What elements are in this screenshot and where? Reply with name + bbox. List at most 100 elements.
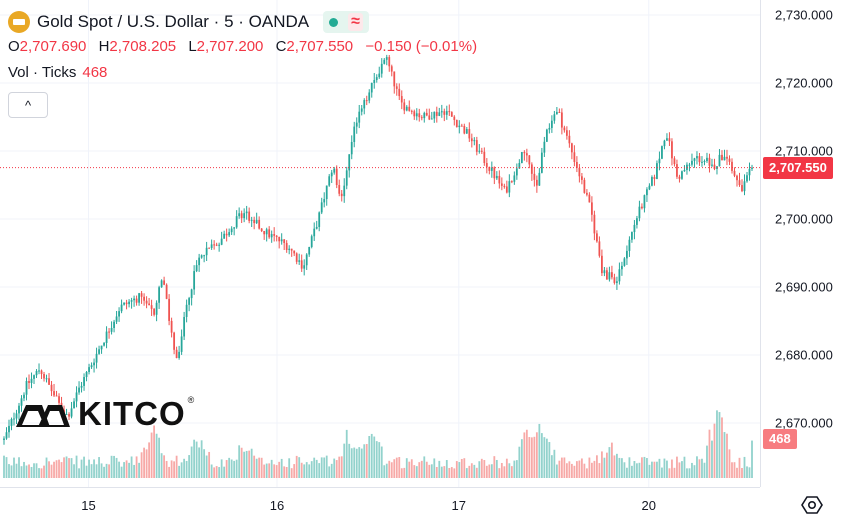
candle-body <box>3 438 5 440</box>
price-tick-label: 2,710.000 <box>775 143 833 159</box>
collapse-legend-button[interactable]: ^ <box>8 92 48 118</box>
time-axis[interactable]: 15 16 17 20 <box>0 487 760 522</box>
volume-bar <box>215 466 218 478</box>
candle-body <box>468 129 471 139</box>
volume-value: 468 <box>82 64 108 81</box>
candle-body <box>18 405 20 414</box>
candle-body <box>108 331 110 333</box>
candle-body <box>228 232 231 236</box>
symbol-title[interactable]: Gold Spot / U.S. Dollar · 5 · OANDA <box>37 12 310 31</box>
candle-body <box>205 247 208 256</box>
candle-body <box>233 227 236 229</box>
volume-bar <box>88 459 90 478</box>
volume-bar <box>728 449 731 478</box>
candlestick-chart[interactable] <box>0 0 760 487</box>
last-price-tag: 2,707.550 <box>763 156 833 179</box>
volume-bar <box>668 468 671 478</box>
candle-body <box>701 161 703 163</box>
candle-body <box>25 381 28 395</box>
volume-bar <box>190 446 193 478</box>
volume-bar <box>528 437 531 478</box>
volume-bar <box>153 425 156 478</box>
candle-body <box>570 143 573 153</box>
volume-bar <box>423 456 426 478</box>
volume-bar <box>741 467 743 478</box>
volume-bar <box>410 459 413 478</box>
volume-bar <box>475 467 478 478</box>
candle-body <box>133 298 135 301</box>
volume-bar <box>726 433 728 478</box>
symbol-title-row[interactable]: Gold Spot / U.S. Dollar · 5 · OANDA ≈ <box>8 10 485 34</box>
candle-body <box>545 129 548 142</box>
volume-bar <box>340 456 343 478</box>
candle-body <box>263 230 266 235</box>
volume-bar <box>3 455 5 478</box>
registered-mark: ® <box>187 395 195 405</box>
volume-bar <box>570 463 573 478</box>
volume-bar <box>235 459 238 478</box>
volume-bar <box>425 461 428 478</box>
volume-bar <box>43 465 45 478</box>
price-chart-area[interactable] <box>0 0 760 487</box>
candle-body <box>418 113 421 118</box>
market-status-badge[interactable]: ≈ <box>323 11 369 33</box>
candle-body <box>553 114 556 121</box>
volume-bar <box>693 465 696 478</box>
candle-body <box>723 156 726 161</box>
volume-bar <box>590 462 593 478</box>
volume-bar <box>621 458 623 478</box>
volume-bar <box>363 444 366 478</box>
volume-bar <box>325 455 328 478</box>
time-tick-label: 16 <box>269 498 285 513</box>
price-axis[interactable]: 2,730.000 2,720.000 2,710.000 2,700.000 2,69… <box>760 0 860 487</box>
axis-settings-hexagon-icon[interactable] <box>801 494 823 516</box>
candle-body <box>736 175 738 181</box>
candle-body <box>493 167 496 179</box>
candle-body <box>145 300 148 304</box>
candle-body <box>668 138 671 142</box>
candle-body <box>721 154 723 161</box>
volume-bar <box>643 456 646 478</box>
volume-bar <box>218 467 221 478</box>
volume-bar <box>708 429 711 478</box>
volume-bar <box>618 457 621 478</box>
candle-body <box>693 158 696 161</box>
candle-body <box>681 171 683 179</box>
candle-body <box>143 296 145 301</box>
volume-bar <box>290 468 293 478</box>
candle-body <box>433 111 436 119</box>
candle-body <box>565 130 568 136</box>
volume-bar <box>115 457 118 478</box>
candle-body <box>268 229 271 238</box>
candle-body <box>65 414 68 416</box>
high-value: 2,708.205 <box>109 38 177 55</box>
volume-bar <box>368 436 371 478</box>
volume-bar <box>350 448 353 478</box>
candle-body <box>323 199 326 203</box>
candle-body <box>115 316 118 322</box>
volume-bar <box>485 465 488 478</box>
volume-bar <box>200 440 203 478</box>
volume-legend[interactable]: Vol · Ticks 468 <box>8 64 485 84</box>
candle-body <box>403 102 406 111</box>
candle-body <box>75 392 78 402</box>
volume-bar <box>283 466 286 478</box>
volume-bar <box>746 466 748 478</box>
volume-bar <box>158 437 161 478</box>
candle-body <box>175 349 178 358</box>
candle-body <box>470 138 473 142</box>
candle-body <box>588 194 591 203</box>
candle-body <box>510 181 513 183</box>
volume-bar <box>280 458 283 478</box>
candle-body <box>273 234 276 236</box>
candle-body <box>583 179 586 193</box>
volume-bar <box>333 458 336 478</box>
candle-body <box>443 111 446 115</box>
volume-bar <box>395 457 398 478</box>
volume-bar <box>390 462 393 478</box>
candle-body <box>165 284 168 299</box>
volume-bar <box>10 465 13 478</box>
volume-bar <box>388 460 391 478</box>
candle-body <box>686 164 688 170</box>
candle-body <box>73 401 75 409</box>
